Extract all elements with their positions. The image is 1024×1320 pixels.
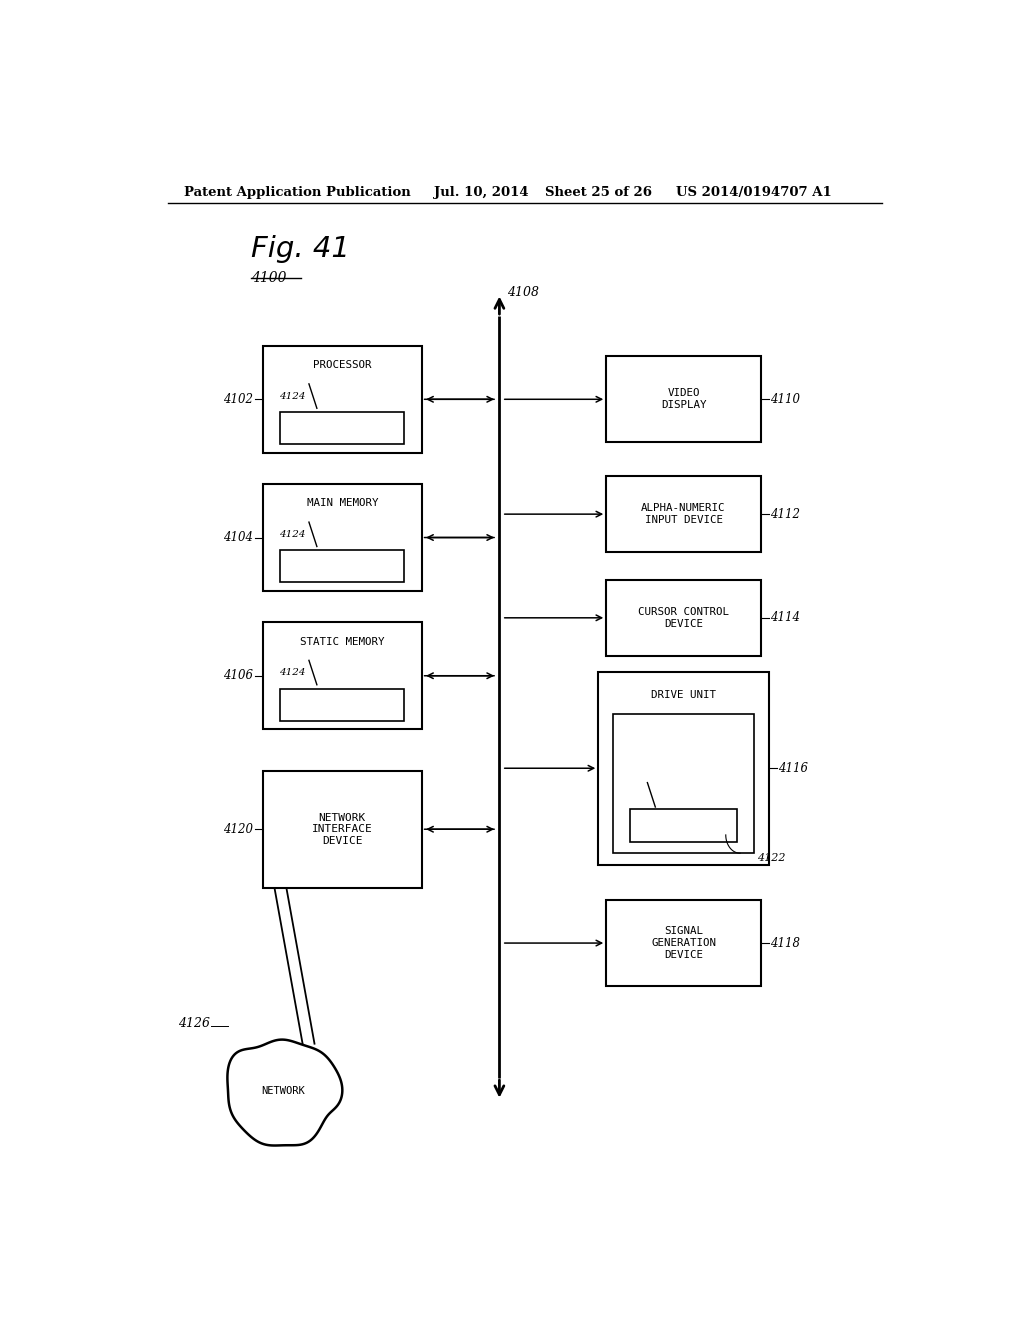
Text: 4124: 4124 (279, 392, 305, 400)
Text: NETWORK
INTERFACE
DEVICE: NETWORK INTERFACE DEVICE (312, 813, 373, 846)
Bar (263, 484, 422, 591)
Text: Jul. 10, 2014: Jul. 10, 2014 (433, 186, 528, 199)
Bar (606, 356, 761, 442)
Text: 4112: 4112 (770, 508, 801, 520)
Text: PROCESSOR: PROCESSOR (313, 360, 372, 370)
Text: INSTRUCTIONS: INSTRUCTIONS (307, 700, 378, 710)
Text: MAIN MEMORY: MAIN MEMORY (306, 499, 378, 508)
Bar (263, 623, 422, 729)
Bar (263, 771, 422, 887)
Bar (612, 714, 755, 853)
Text: ALPHA-NUMERIC
INPUT DEVICE: ALPHA-NUMERIC INPUT DEVICE (641, 503, 726, 525)
Text: VIDEO
DISPLAY: VIDEO DISPLAY (660, 388, 707, 411)
Text: 4122: 4122 (757, 853, 785, 863)
Bar (263, 346, 422, 453)
Text: 4118: 4118 (770, 937, 801, 949)
Text: 4126: 4126 (178, 1016, 210, 1030)
Text: 4116: 4116 (778, 762, 808, 775)
Bar (606, 579, 761, 656)
Text: 4104: 4104 (223, 531, 253, 544)
Text: 4124: 4124 (279, 529, 305, 539)
Text: Sheet 25 of 26: Sheet 25 of 26 (545, 186, 651, 199)
Text: 4110: 4110 (770, 393, 801, 405)
Text: CURSOR CONTROL
DEVICE: CURSOR CONTROL DEVICE (638, 607, 729, 628)
Text: 4124: 4124 (279, 668, 305, 677)
Text: 4108: 4108 (507, 285, 540, 298)
Bar (606, 477, 761, 552)
Bar (281, 550, 404, 582)
Text: INSTRUCTIONS: INSTRUCTIONS (649, 821, 718, 830)
Bar (281, 689, 404, 721)
Text: STATIC MEMORY: STATIC MEMORY (300, 636, 385, 647)
Text: 4102: 4102 (223, 393, 253, 405)
Bar (630, 809, 737, 842)
Text: 4120: 4120 (223, 822, 253, 836)
Text: 4124: 4124 (622, 791, 647, 800)
Text: Fig. 41: Fig. 41 (251, 235, 350, 263)
Text: 4114: 4114 (770, 611, 801, 624)
Text: INSTRUCTIONS: INSTRUCTIONS (307, 424, 378, 433)
Text: 4106: 4106 (223, 669, 253, 682)
Text: 4100: 4100 (251, 271, 287, 285)
Polygon shape (227, 1040, 342, 1146)
Text: Patent Application Publication: Patent Application Publication (183, 186, 411, 199)
Text: SIGNAL
GENERATION
DEVICE: SIGNAL GENERATION DEVICE (651, 927, 716, 960)
Text: NETWORK: NETWORK (261, 1086, 304, 1097)
Bar (598, 672, 769, 865)
Text: INSTRUCTIONS: INSTRUCTIONS (307, 561, 378, 572)
Bar (606, 900, 761, 986)
Text: DRIVE UNIT: DRIVE UNIT (651, 690, 716, 700)
Text: MACHINE-
READABLE
MEDIUM: MACHINE- READABLE MEDIUM (659, 729, 708, 762)
Bar (281, 412, 404, 444)
Text: US 2014/0194707 A1: US 2014/0194707 A1 (676, 186, 831, 199)
